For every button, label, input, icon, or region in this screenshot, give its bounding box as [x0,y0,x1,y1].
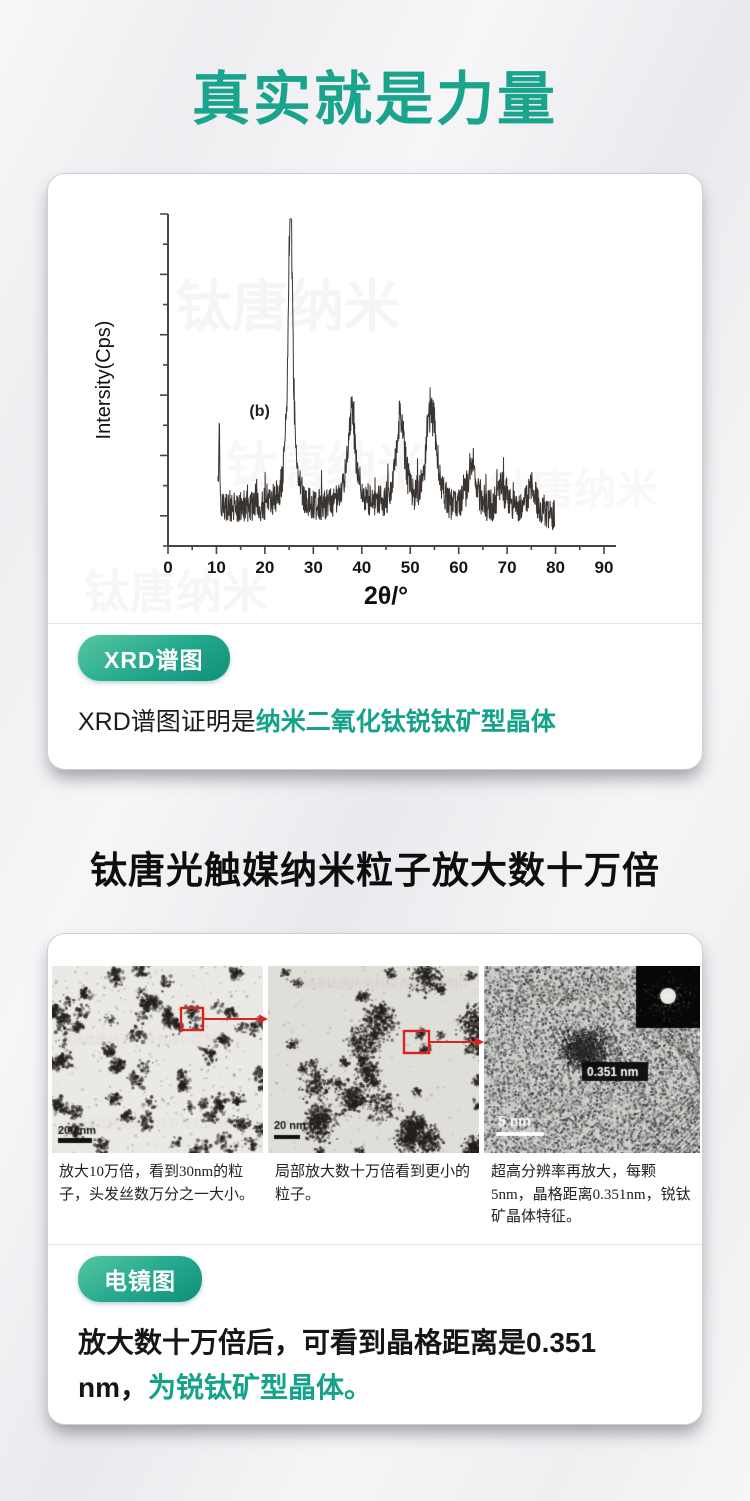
svg-text:70: 70 [498,558,517,577]
svg-text:20: 20 [255,558,274,577]
series-annotation: (b) [249,403,269,420]
tem-image-20nm [268,966,479,1153]
divider [48,623,702,624]
tem-captions: 放大10万倍，看到30nm的粒子，头发丝数万分之一大小。 局部放大数十万倍看到更… [52,1161,700,1229]
svg-text:40: 40 [352,558,371,577]
xrd-chart-area: 钛唐纳米 钛唐纳米 钛唐纳米 钛唐纳米 01020304050607080902… [48,174,702,623]
svg-text:10: 10 [207,558,226,577]
tem-image-row [52,966,700,1153]
x-axis-label: 2θ/° [364,582,408,610]
svg-text:30: 30 [304,558,323,577]
em-caption-plain: 放大数十万倍后，可看到晶格距离是0.351 nm， [78,1327,597,1403]
xrd-card-footer: XRD谱图 XRD谱图证明是纳米二氧化钛锐钛矿型晶体 [48,635,702,738]
tem-card: 放大10万倍，看到30nm的粒子，头发丝数万分之一大小。 局部放大数十万倍看到更… [47,933,703,1425]
y-axis-label: Intersity(Cps) [93,321,115,440]
em-caption-highlight: 为锐钛矿型晶体。 [148,1371,373,1403]
section-heading: 钛唐光触媒纳米粒子放大数十万倍 [90,850,660,891]
svg-text:90: 90 [595,558,614,577]
xrd-line-plot: 0 10 20 30 40 50 60 70 80 90 2θ/° Intersity(Cps) (b) [93,213,616,610]
tem-image-200nm [52,966,263,1153]
svg-text:60: 60 [449,558,468,577]
xrd-badge: XRD谱图 [78,635,230,681]
tem-card-footer: 电镜图 放大数十万倍后，可看到晶格距离是0.351 nm，为锐钛矿型晶体。 [48,1256,702,1411]
divider [48,1244,702,1245]
em-caption: 放大数十万倍后，可看到晶格距离是0.351 nm，为锐钛矿型晶体。 [78,1321,672,1411]
zoom-annotation-overlay [179,1006,484,1055]
svg-text:0: 0 [163,558,172,577]
xrd-caption-plain: XRD谱图证明是 [78,708,256,736]
tem-caption-1: 放大10万倍，看到30nm的粒子，头发丝数万分之一大小。 [59,1164,255,1203]
tem-caption-2: 局部放大数十万倍看到更小的粒子。 [275,1164,471,1203]
xrd-caption-highlight: 纳米二氧化钛锐钛矿型晶体 [255,708,556,736]
svg-text:50: 50 [401,558,420,577]
em-badge: 电镜图 [78,1256,202,1302]
xrd-card: 钛唐纳米 钛唐纳米 钛唐纳米 钛唐纳米 01020304050607080902… [47,173,703,770]
svg-text:80: 80 [546,558,565,577]
tem-image-5nm [484,966,700,1153]
xrd-caption: XRD谱图证明是纳米二氧化钛锐钛矿型晶体 [78,702,672,738]
page-title: 真实就是力量 [191,67,558,132]
tem-caption-3: 超高分辨率再放大，每颗5nm，晶格距离0.351nm，锐钛矿晶体特征。 [491,1164,691,1225]
